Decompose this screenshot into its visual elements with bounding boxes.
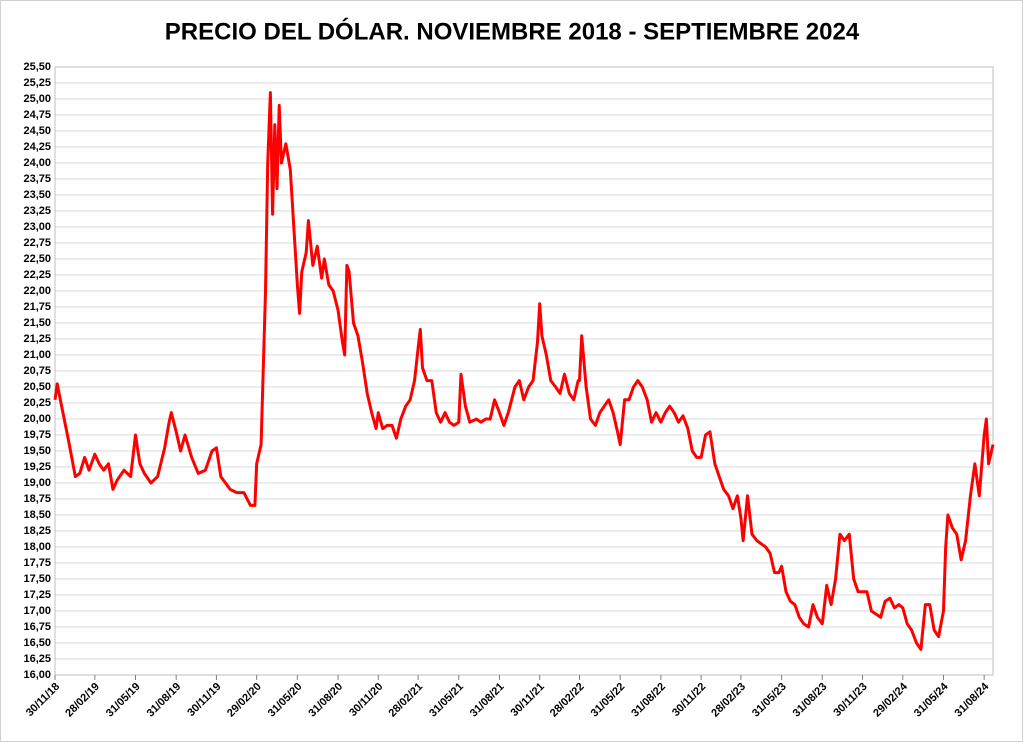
y-tick-label: 17,00 bbox=[23, 605, 51, 617]
y-tick-label: 25,25 bbox=[23, 77, 51, 89]
y-tick-label: 24,50 bbox=[23, 125, 51, 137]
y-tick-label: 18,25 bbox=[23, 525, 51, 537]
y-tick-label: 23,50 bbox=[23, 189, 51, 201]
y-tick-label: 22,75 bbox=[23, 237, 51, 249]
y-tick-label: 23,25 bbox=[23, 205, 51, 217]
y-tick-label: 19,25 bbox=[23, 461, 51, 473]
y-tick-label: 22,50 bbox=[23, 253, 51, 265]
y-tick-label: 21,25 bbox=[23, 333, 51, 345]
y-tick-label: 22,25 bbox=[23, 269, 51, 281]
y-tick-label: 20,25 bbox=[23, 397, 51, 409]
y-tick-label: 21,75 bbox=[23, 301, 51, 313]
y-tick-label: 19,50 bbox=[23, 445, 51, 457]
y-tick-label: 23,00 bbox=[23, 221, 51, 233]
chart-title: PRECIO DEL DÓLAR. NOVIEMBRE 2018 - SEPTI… bbox=[165, 17, 860, 45]
y-tick-label: 20,00 bbox=[23, 413, 51, 425]
y-tick-label: 16,75 bbox=[23, 621, 51, 633]
y-tick-label: 25,00 bbox=[23, 93, 51, 105]
y-tick-label: 18,75 bbox=[23, 493, 51, 505]
y-tick-label: 18,00 bbox=[23, 541, 51, 553]
y-tick-label: 25,50 bbox=[23, 61, 51, 73]
y-tick-label: 22,00 bbox=[23, 285, 51, 297]
y-tick-label: 24,25 bbox=[23, 141, 51, 153]
y-tick-label: 20,50 bbox=[23, 381, 51, 393]
y-tick-label: 17,50 bbox=[23, 573, 51, 585]
plot-frame bbox=[54, 66, 994, 676]
y-tick-label: 16,00 bbox=[23, 669, 51, 681]
y-tick-label: 24,00 bbox=[23, 157, 51, 169]
y-tick-label: 24,75 bbox=[23, 109, 51, 121]
y-tick-label: 18,50 bbox=[23, 509, 51, 521]
y-tick-label: 23,75 bbox=[23, 173, 51, 185]
y-tick-label: 16,50 bbox=[23, 637, 51, 649]
y-tick-label: 19,75 bbox=[23, 429, 51, 441]
y-tick-label: 21,00 bbox=[23, 349, 51, 361]
y-tick-label: 16,25 bbox=[23, 653, 51, 665]
price-line bbox=[53, 91, 995, 651]
y-tick-label: 17,25 bbox=[23, 589, 51, 601]
y-tick-label: 20,75 bbox=[23, 365, 51, 377]
y-tick-label: 17,75 bbox=[23, 557, 51, 569]
y-tick-label: 21,50 bbox=[23, 317, 51, 329]
y-tick-label: 19,00 bbox=[23, 477, 51, 489]
